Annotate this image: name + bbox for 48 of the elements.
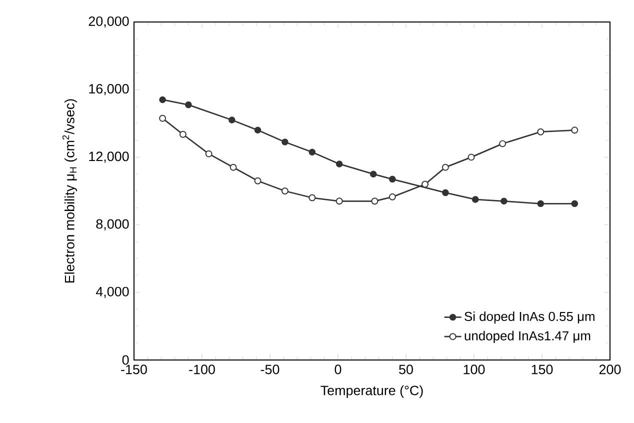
x-axis-title: Temperature (°C) (320, 385, 423, 398)
point (389, 176, 396, 183)
x-tick-label: 0 (334, 364, 342, 374)
y-tick-label: 4,000 (96, 286, 129, 298)
x-tick-label: -100 (189, 364, 215, 374)
x-tick-label: 150 (532, 364, 553, 374)
x-tick-label: 100 (464, 364, 485, 374)
point (228, 116, 236, 124)
point (230, 164, 237, 171)
x-tick-label: 200 (599, 364, 621, 374)
y-axis-title: Electron mobility μ$_{H}$ (cm$^{2}$/vsec) (62, 99, 78, 282)
y-tick-label: 16,000 (89, 84, 129, 96)
point (281, 188, 288, 194)
point (388, 193, 396, 200)
legend-label: undoped InAs1.47 μm (464, 330, 590, 343)
point (159, 114, 166, 122)
point (254, 126, 262, 134)
point (537, 200, 544, 208)
point (468, 154, 475, 161)
point (442, 164, 449, 171)
point (472, 196, 479, 203)
legend-label: Si doped InAs 0.55 μm (464, 312, 594, 324)
x-tick-label: -150 (121, 364, 147, 374)
point (179, 130, 186, 138)
point (499, 140, 506, 148)
point (308, 194, 316, 202)
y-tick-label: 0 (122, 355, 129, 365)
point (500, 198, 508, 205)
y-tick-label: 20,000 (88, 16, 129, 28)
point (205, 150, 212, 158)
point (308, 148, 316, 156)
point (371, 198, 378, 205)
point (571, 200, 578, 208)
point (370, 170, 377, 178)
y-tick-label: 12,000 (89, 152, 129, 163)
point (336, 160, 343, 168)
y-tick-label: 8,000 (96, 219, 129, 230)
point (442, 189, 449, 196)
point (537, 128, 544, 136)
point (282, 138, 288, 146)
x-tick-label: 50 (399, 364, 413, 374)
point (336, 198, 343, 205)
point (422, 180, 429, 188)
point (185, 101, 192, 108)
point (571, 126, 578, 134)
x-tick-label: -50 (260, 364, 280, 374)
point (159, 96, 166, 104)
point (254, 177, 262, 184)
